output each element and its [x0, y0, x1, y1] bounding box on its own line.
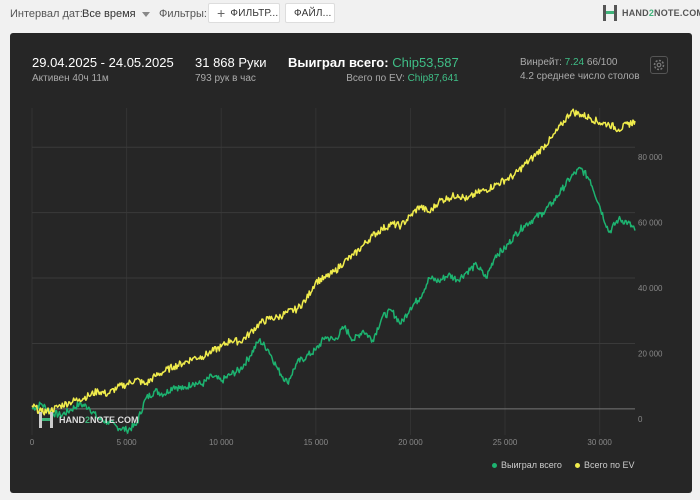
hands-block: 31 868 Руки 793 рук в час	[195, 55, 267, 84]
date-interval-value: Все время	[82, 8, 136, 20]
hands-count: 31 868 Руки	[195, 55, 267, 70]
x-tick-label-0: 0	[30, 438, 35, 447]
legend-won-dot	[492, 462, 497, 468]
hands-per-hour: 793 рук в час	[195, 73, 256, 84]
y-tick-label-2: 40 000	[638, 284, 663, 293]
chevron-down-icon	[141, 11, 150, 17]
chart-grid	[31, 108, 635, 435]
winrate: Винрейт: 7.24 66/100	[520, 57, 640, 68]
watermark-logo-icon	[39, 412, 53, 428]
watermark-text: HAND2NOTE.COM	[59, 415, 139, 425]
chart-series	[31, 108, 636, 434]
x-tick-label-4: 20 000	[398, 438, 423, 447]
top-toolbar: Интервал дат: Все время Фильтры: + ФИЛЬТ…	[0, 0, 700, 30]
legend-won[interactable]: Выиграл всего	[492, 460, 562, 470]
winrate-rest: 66/100	[586, 57, 618, 68]
x-tick-label-6: 30 000	[587, 438, 612, 447]
file-button-label: ФАЙЛ...	[294, 7, 332, 19]
filter-button-label: ФИЛЬТР...	[230, 7, 279, 19]
x-axis-ticks: 0 5 000 10 000 15 000 20 000 25 000 30 000	[30, 438, 613, 447]
winrate-value: 7.24	[564, 57, 585, 68]
file-button[interactable]: ФАЙЛ...	[285, 3, 335, 23]
legend-won-label: Выиграл всего	[501, 460, 562, 470]
settings-button[interactable]	[650, 56, 668, 74]
ev-total: Всего по EV: Chip87,641	[288, 73, 459, 84]
hand2note-logo-icon	[603, 5, 617, 21]
stats-panel: 29.04.2025 - 24.05.2025 Активен 40ч 11м …	[10, 33, 692, 493]
winrate-label: Винрейт:	[520, 57, 562, 68]
x-tick-label-5: 25 000	[493, 438, 518, 447]
hand2note-logo: HAND2NOTE.COM	[602, 4, 700, 22]
active-time: Активен 40ч 11м	[32, 73, 109, 84]
x-tick-label-2: 10 000	[209, 438, 234, 447]
won-value: Chip53,587	[392, 55, 459, 70]
series-line-0	[31, 166, 636, 434]
winrate-block: Винрейт: 7.24 66/100 4.2 среднее число с…	[520, 57, 640, 82]
logo-text: HAND2NOTE.COM	[622, 8, 700, 18]
y-tick-label-4: 80 000	[638, 153, 663, 162]
legend-ev-label: Всего по EV	[584, 460, 635, 470]
ev-label: Всего по EV:	[346, 73, 405, 84]
tables-average: 4.2 среднее число столов	[520, 71, 640, 82]
x-tick-label-3: 15 000	[304, 438, 329, 447]
date-interval-select[interactable]: Все время	[82, 8, 150, 20]
won-label: Выиграл всего:	[288, 55, 389, 70]
filters-label: Фильтры:	[159, 8, 207, 20]
legend-ev-dot	[575, 462, 580, 468]
won-total: Выиграл всего: Chip53,587	[288, 55, 459, 70]
series-line-1	[31, 108, 636, 416]
y-tick-label-0: 0	[638, 415, 643, 424]
date-range-block: 29.04.2025 - 24.05.2025 Активен 40ч 11м	[32, 55, 174, 84]
date-range: 29.04.2025 - 24.05.2025	[32, 55, 174, 70]
y-tick-label-1: 20 000	[638, 349, 663, 358]
won-block: Выиграл всего: Chip53,587 Всего по EV: C…	[288, 55, 459, 84]
filter-button[interactable]: + ФИЛЬТР...	[208, 3, 280, 23]
y-axis-ticks: 0 20 000 40 000 60 000 80 000	[638, 153, 663, 424]
profit-chart: 0 5 000 10 000 15 000 20 000 25 000 30 000 0 20…	[30, 108, 663, 447]
ev-value: Chip87,641	[407, 73, 459, 84]
date-interval-label: Интервал дат:	[10, 8, 83, 20]
x-tick-label-1: 5 000	[117, 438, 138, 447]
plus-icon: +	[217, 5, 226, 21]
watermark: HAND2NOTE.COM	[38, 411, 139, 429]
y-tick-label-3: 60 000	[638, 219, 663, 228]
legend-ev[interactable]: Всего по EV	[575, 460, 634, 470]
gear-icon	[653, 59, 665, 71]
